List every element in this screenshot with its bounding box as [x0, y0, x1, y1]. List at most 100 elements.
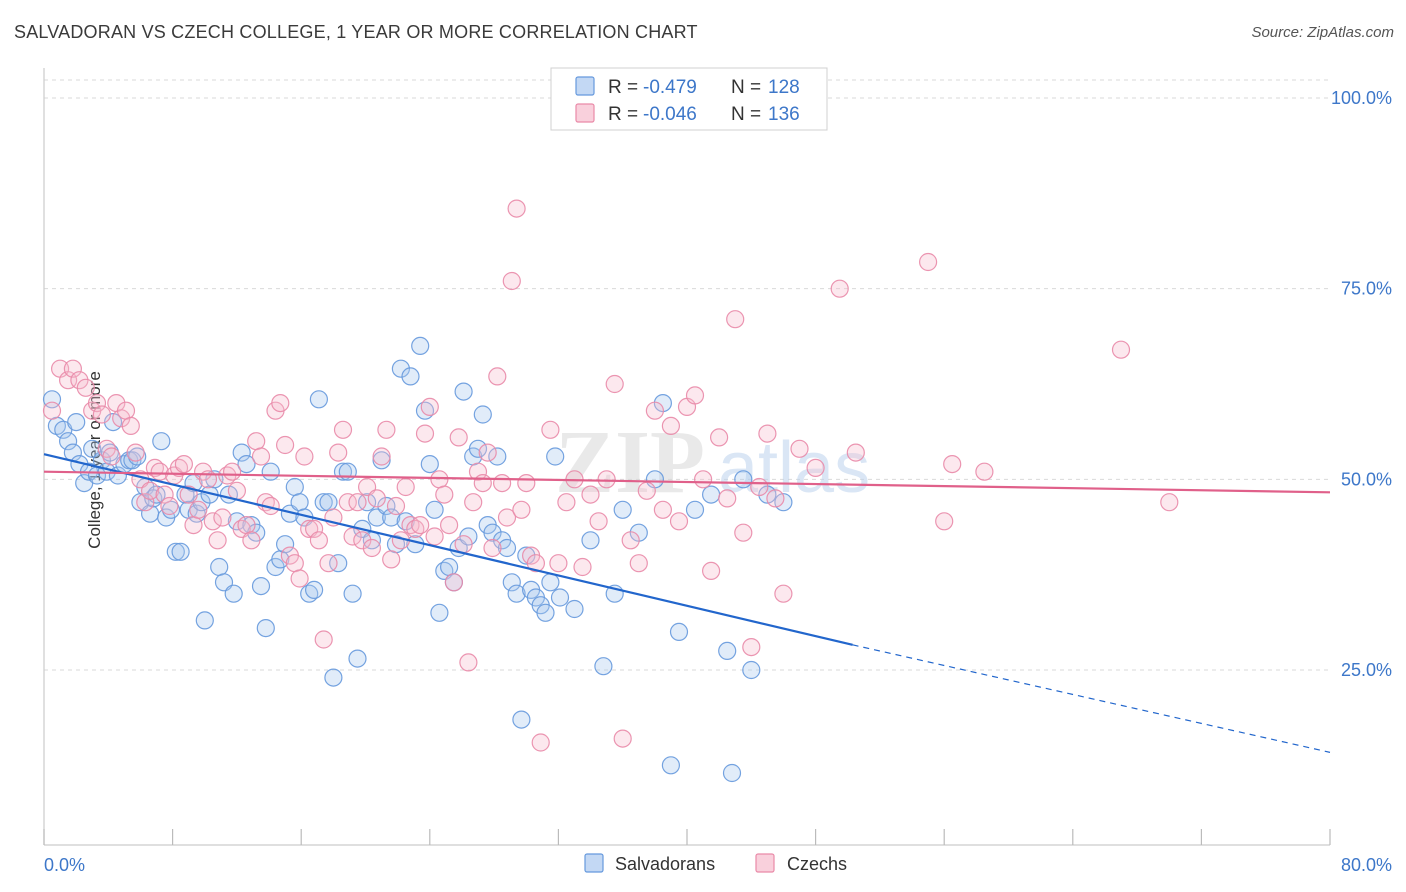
czech-point [396, 477, 415, 497]
czech-point [415, 424, 435, 443]
czech-point [549, 554, 568, 573]
czech-point [517, 474, 536, 493]
watermark-zip: ZIP [555, 413, 705, 512]
salvadoran-point [483, 523, 502, 542]
x-tick-label: 80.0% [1341, 855, 1392, 875]
salvadoran-point [348, 649, 367, 668]
salvadoran-point [454, 382, 473, 401]
legend-n-value: 128 [768, 77, 800, 98]
salvadoran-point [541, 573, 560, 592]
czech-point [766, 489, 785, 508]
salvadoran-point [237, 455, 256, 474]
salvadoran-point [517, 546, 536, 565]
salvadoran-point [420, 455, 439, 474]
salvadoran-point [411, 336, 430, 355]
legend-r-value: -0.046 [643, 104, 697, 125]
czech-point [1111, 340, 1131, 359]
salvadoran-point [358, 493, 377, 512]
czech-point [653, 500, 673, 519]
salvadoran-point [251, 576, 271, 596]
salvadoran-point [468, 439, 488, 458]
czech-point [758, 424, 777, 443]
czech-point [512, 500, 531, 519]
czech-point [63, 359, 83, 378]
legend-r-value: -0.479 [643, 77, 697, 98]
chart-title: SALVADORAN VS CZECH COLLEGE, 1 YEAR OR M… [14, 22, 698, 42]
czech-point [1160, 493, 1179, 512]
czech-point [386, 496, 406, 516]
salvadoran-trendline-extension [852, 644, 1331, 753]
salvadoran-point [701, 485, 721, 504]
legend-n-value: 136 [768, 104, 800, 125]
czech-point [502, 271, 521, 291]
czech-point [473, 474, 492, 493]
salvadoran-point [67, 413, 86, 432]
czech-point [440, 515, 459, 535]
czech-point [742, 637, 761, 657]
salvadoran-point [377, 496, 396, 516]
czech-point [377, 420, 396, 439]
salvadoran-point [166, 542, 185, 561]
salvadoran-point [565, 599, 584, 619]
czech-point [208, 531, 227, 550]
czech-point [305, 519, 324, 539]
salvadoran-point [613, 500, 632, 519]
czech-point [830, 279, 849, 298]
salvadoran-point [502, 573, 521, 592]
czech-point [295, 447, 314, 466]
czech-point [92, 405, 112, 424]
czech-point [251, 447, 271, 466]
salvadoran-point [430, 603, 449, 622]
czech-point [372, 447, 391, 466]
salvadoran-point [261, 462, 280, 481]
legend-swatch-salvadorans [575, 76, 595, 96]
watermark-atlas: atlas [718, 428, 870, 508]
czech-point [468, 462, 488, 481]
salvadoran-point [290, 493, 309, 512]
salvadoran-point [661, 756, 681, 775]
legend-swatch-czechs [575, 103, 595, 123]
czech-point [116, 401, 136, 420]
czech-point [507, 199, 526, 218]
czech-point [613, 729, 632, 748]
czech-point [629, 554, 648, 573]
salvadoran-point [285, 477, 304, 497]
salvadoran-point [195, 611, 214, 630]
czech-point [174, 455, 193, 474]
czech-point [605, 374, 624, 394]
czech-point [160, 496, 179, 516]
czech-point [589, 512, 608, 531]
salvadoran-point [718, 641, 737, 661]
czech-point [685, 386, 705, 405]
salvadoran-point [536, 603, 555, 622]
czech-point [362, 538, 381, 558]
czech-point [709, 428, 729, 447]
czech-point [669, 512, 689, 531]
correlation-legend: R = -0.479 N = 128 R = -0.046 N = 136 [550, 67, 828, 131]
czech-point [367, 489, 386, 508]
czech-point [150, 462, 169, 481]
salvadoran-point [319, 493, 338, 512]
legend-r-label: R = [608, 77, 638, 98]
czech-point [444, 573, 463, 592]
salvadoran-point [232, 443, 251, 462]
czech-point [411, 515, 430, 535]
y-tick-label: 50.0% [1341, 469, 1392, 489]
czech-point [242, 531, 261, 550]
czech-point [333, 420, 353, 439]
czech-point [488, 367, 507, 386]
salvadoran-point [305, 580, 324, 600]
salvadoran-point [497, 538, 517, 558]
salvadoran-point [276, 535, 295, 554]
czech-point [726, 310, 745, 329]
czech-point [314, 630, 333, 649]
chart-source: Source: ZipAtlas.com [1251, 24, 1394, 41]
salvadoran-point [488, 447, 507, 466]
czech-point [87, 394, 107, 413]
czech-point [774, 584, 793, 603]
czech-point [750, 477, 769, 497]
czech-point [526, 554, 546, 573]
salvadoran-point [440, 557, 459, 577]
x-tick-label: 0.0% [44, 855, 85, 875]
